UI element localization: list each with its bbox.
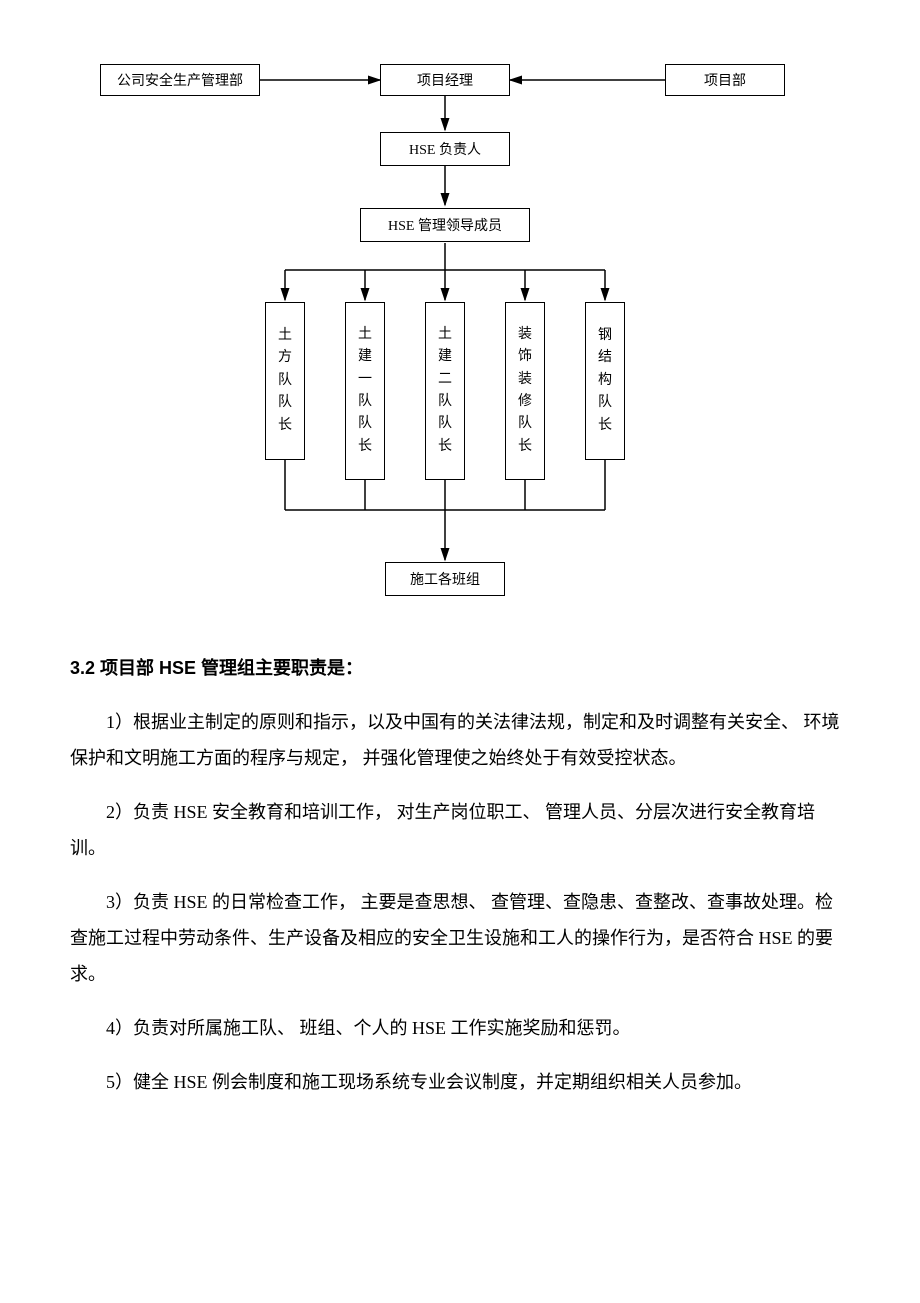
team-1-label: 土方队队长 (278, 325, 292, 437)
section-title-text: 项目部 HSE 管理组主要职责是： (100, 658, 363, 678)
node-project-manager: 项目经理 (380, 64, 510, 96)
team-2-label: 土建一队队长 (358, 324, 372, 458)
team-4-label: 装饰装修队长 (518, 324, 532, 458)
section-number: 3.2 (70, 658, 95, 678)
body-text: 3.2 项目部 HSE 管理组主要职责是： 1）根据业主制定的原则和指示，以及中… (70, 650, 850, 1100)
node-construction-groups: 施工各班组 (385, 562, 505, 596)
item-2: 2）负责 HSE 安全教育和培训工作， 对生产岗位职工、 管理人员、分层次进行安… (70, 794, 850, 866)
node-team-1: 土方队队长 (265, 302, 305, 460)
team-3-label: 土建二队队长 (438, 324, 452, 458)
item-5: 5）健全 HSE 例会制度和施工现场系统专业会议制度，并定期组织相关人员参加。 (70, 1064, 850, 1100)
item-4: 4）负责对所属施工队、 班组、个人的 HSE 工作实施奖励和惩罚。 (70, 1010, 850, 1046)
node-hse-leaders: HSE 管理领导成员 (360, 208, 530, 242)
node-project-dept: 项目部 (665, 64, 785, 96)
node-team-4: 装饰装修队长 (505, 302, 545, 480)
node-team-2: 土建一队队长 (345, 302, 385, 480)
node-company-safety-dept: 公司安全生产管理部 (100, 64, 260, 96)
item-3: 3）负责 HSE 的日常检查工作， 主要是查思想、 查管理、查隐患、查整改、查事… (70, 884, 850, 992)
org-chart: 公司安全生产管理部 项目经理 项目部 HSE 负责人 HSE 管理领导成员 土方… (70, 60, 850, 620)
node-team-3: 土建二队队长 (425, 302, 465, 480)
team-5-label: 钢结构队长 (598, 325, 612, 437)
node-team-5: 钢结构队长 (585, 302, 625, 460)
node-hse-head: HSE 负责人 (380, 132, 510, 166)
section-heading: 3.2 项目部 HSE 管理组主要职责是： (70, 650, 850, 686)
item-1: 1）根据业主制定的原则和指示，以及中国有的关法律法规，制定和及时调整有关安全、 … (70, 704, 850, 776)
